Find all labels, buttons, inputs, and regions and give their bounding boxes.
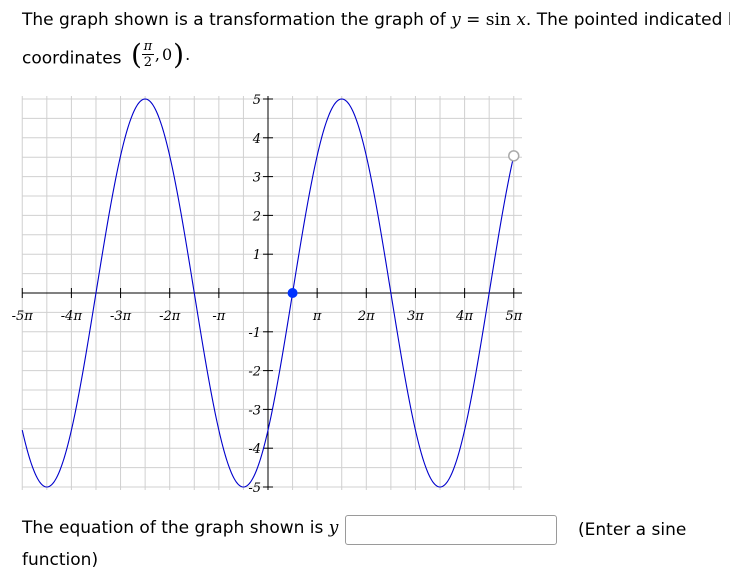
y-tick-label: 3 [253,171,261,186]
question-text-part2: . The pointed indicated has [525,10,730,30]
x-tick-label: -4π [61,309,83,324]
y-variable: y [451,10,461,30]
y-tick-label: 1 [253,248,261,263]
hint-text-continued: function) [22,550,99,570]
y-tick-label: -4 [248,442,261,457]
sin-function: sin [485,10,511,30]
x-tick-label: 2π [357,309,375,324]
point-x-fraction: π 2 [141,39,154,70]
y-tick-label: 4 [252,132,261,147]
sentence-period: . [185,44,191,64]
y-tick-label: -1 [248,326,261,341]
x-tick-label: 5π [505,309,522,324]
point-y-value: 0 [161,44,173,64]
answer-input[interactable] [345,515,557,545]
question-text-part1: The graph shown is a transformation the … [22,10,446,30]
question-line-2: coordinates ( π 2 , 0 ) . [22,40,191,69]
answer-y-variable: y [328,518,339,538]
x-tick-label: -5π [12,309,34,324]
hint-text: (Enter a sine [578,520,687,540]
question-line-1: The graph shown is a transformation the … [22,12,730,29]
x-tick-label: 4π [455,309,473,324]
y-tick-label: 2 [252,209,261,224]
point-x-numerator: π [141,39,154,55]
open-endpoint-marker [508,150,520,162]
coordinates-label: coordinates [22,48,122,69]
sine-curve [21,98,515,488]
x-tick-label: 3π [407,309,424,324]
y-tick-label: -3 [248,403,261,418]
point-x-denominator: 2 [143,55,153,70]
answer-prompt: The equation of the graph shown is y = [22,518,358,538]
x-tick-label: -2π [159,309,181,324]
x-tick-label: -π [212,309,225,324]
y-tick-label: -2 [248,365,261,380]
y-tick-label: 5 [253,93,261,108]
x-tick-label: π [312,309,322,324]
point-coordinates: ( π 2 , 0 ) . [130,37,191,71]
sine-graph: -5π -4π -3π -2π -π π 2π 3π 4π 5π -5 -4 -3 -2 -1 1 2 3 4 5 [12,93,523,496]
y-tick-label: -5 [248,481,261,496]
x-variable: x [516,10,526,30]
highlighted-point [287,288,298,298]
answer-prompt-text: The equation of the graph shown is [22,518,324,538]
equals-sign: = [466,10,481,30]
x-tick-label: -3π [110,309,132,324]
